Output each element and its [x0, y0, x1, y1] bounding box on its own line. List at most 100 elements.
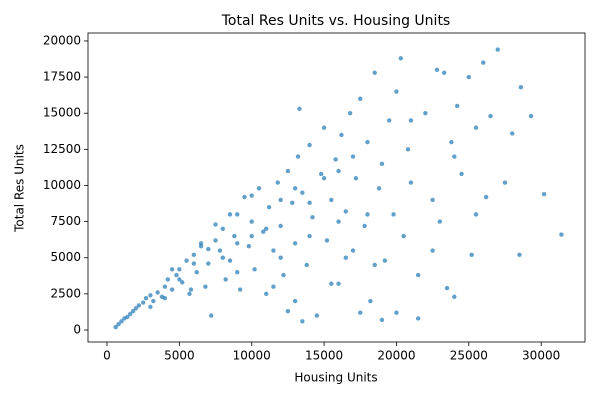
- point: [275, 180, 280, 185]
- point: [329, 197, 334, 203]
- point: [165, 277, 170, 282]
- point: [140, 300, 146, 305]
- point: [307, 200, 312, 206]
- point: [423, 111, 428, 116]
- point: [473, 125, 479, 130]
- point: [488, 113, 493, 119]
- point: [401, 233, 406, 239]
- point: [300, 319, 305, 324]
- point: [290, 200, 295, 206]
- point: [227, 212, 233, 217]
- point: [437, 219, 443, 224]
- point: [376, 186, 382, 191]
- point: [408, 180, 414, 185]
- point: [459, 171, 464, 177]
- point: [333, 157, 338, 162]
- point: [466, 74, 471, 80]
- point: [329, 281, 334, 286]
- point: [246, 243, 252, 249]
- point: [177, 267, 182, 272]
- point: [430, 197, 435, 203]
- point: [541, 191, 547, 197]
- point: [339, 132, 344, 138]
- point: [343, 255, 348, 260]
- y-axis-label: Total Res Units: [13, 144, 27, 233]
- point: [441, 70, 447, 75]
- point: [307, 233, 312, 239]
- chart-title: Total Res Units vs. Housing Units: [221, 13, 450, 29]
- point: [252, 267, 257, 272]
- point: [169, 267, 175, 272]
- point: [495, 47, 500, 52]
- point: [336, 168, 341, 174]
- point: [198, 241, 204, 246]
- point: [285, 168, 291, 174]
- point: [502, 180, 508, 185]
- point: [194, 269, 199, 275]
- point: [220, 226, 225, 232]
- x-tick-label: 10000: [233, 349, 271, 363]
- point: [324, 238, 330, 243]
- x-tick-label: 15000: [305, 349, 343, 363]
- point: [151, 298, 156, 304]
- point: [483, 194, 489, 200]
- point: [481, 60, 486, 65]
- point: [321, 125, 327, 130]
- point: [278, 223, 283, 229]
- y-tick-label: 12500: [43, 142, 81, 156]
- point: [408, 118, 414, 123]
- point: [353, 176, 359, 181]
- y-tick-label: 7500: [50, 214, 81, 228]
- point: [365, 212, 370, 217]
- point: [127, 311, 133, 317]
- point: [206, 246, 211, 252]
- point: [455, 103, 460, 109]
- y-tick-label: 2500: [50, 286, 81, 300]
- point: [559, 232, 564, 237]
- point: [292, 186, 298, 191]
- point: [528, 113, 534, 119]
- y-tick-label: 17500: [43, 70, 81, 84]
- point: [235, 269, 240, 275]
- point: [358, 310, 363, 315]
- point: [256, 186, 262, 191]
- point: [278, 197, 283, 203]
- point: [133, 306, 139, 311]
- y-tick-label: 0: [73, 323, 81, 337]
- point: [350, 154, 356, 159]
- x-tick-label: 30000: [522, 349, 560, 363]
- point: [297, 106, 302, 112]
- point: [318, 171, 324, 177]
- point: [249, 193, 254, 198]
- y-tick-label: 20000: [43, 33, 81, 47]
- point: [261, 229, 266, 234]
- point: [307, 142, 312, 148]
- point: [362, 223, 367, 229]
- point: [415, 316, 421, 321]
- point: [304, 262, 309, 268]
- x-tick-label: 20000: [377, 349, 415, 363]
- point: [449, 139, 454, 145]
- point: [391, 212, 396, 217]
- point: [473, 212, 479, 217]
- x-axis-label: Housing Units: [294, 371, 377, 385]
- point: [415, 272, 421, 278]
- point: [143, 296, 149, 301]
- point: [263, 291, 269, 297]
- point: [232, 233, 237, 239]
- point: [336, 219, 341, 224]
- point: [187, 291, 192, 297]
- point: [188, 287, 194, 292]
- point: [278, 255, 283, 260]
- point: [285, 309, 291, 314]
- point: [343, 209, 348, 214]
- point: [263, 226, 269, 232]
- y-tick-label: 10000: [43, 178, 81, 192]
- point: [300, 190, 305, 195]
- point: [235, 212, 240, 217]
- point: [180, 280, 185, 285]
- y-tick-label: 5000: [50, 250, 81, 264]
- point: [394, 89, 399, 94]
